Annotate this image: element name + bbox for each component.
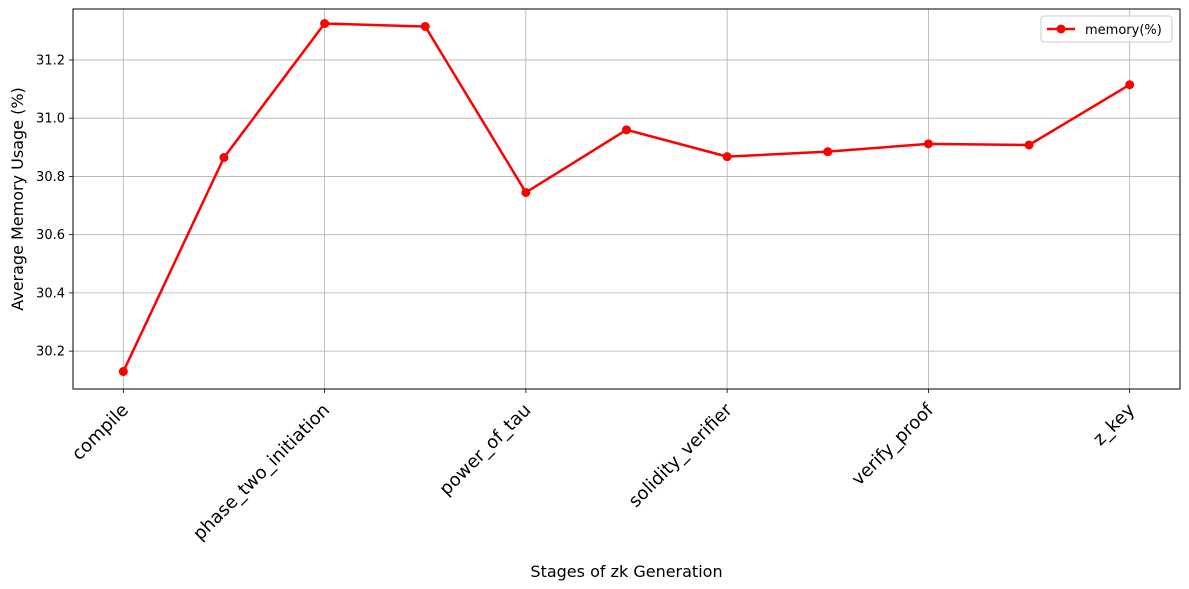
y-tick-label: 30.2 [36, 345, 65, 360]
data-point [1024, 140, 1034, 150]
x-axis-title: Stages of zk Generation [530, 562, 722, 581]
grid [73, 9, 1180, 389]
data-point [320, 19, 330, 29]
legend-label: memory(%) [1085, 23, 1162, 38]
data-point [823, 147, 833, 157]
series-memory [118, 19, 1135, 377]
data-point [1125, 80, 1135, 90]
y-tick-label: 31.2 [36, 53, 65, 68]
data-point [521, 187, 531, 197]
data-point [923, 139, 933, 149]
legend-box [1040, 15, 1173, 43]
data-point [118, 367, 128, 377]
data-point [420, 21, 430, 31]
data-point [722, 152, 732, 162]
data-point [622, 125, 631, 135]
y-tick-label: 30.6 [36, 228, 65, 243]
legend: memory(%) [1040, 15, 1173, 43]
y-axis-title: Average Memory Usage (%) [8, 87, 27, 311]
legend-marker [1056, 24, 1066, 34]
plot-frame [72, 8, 1181, 390]
data-point [219, 153, 229, 163]
y-tick-label: 30.4 [36, 286, 65, 301]
y-tick-label: 31.0 [36, 112, 65, 127]
y-tick-label: 30.8 [36, 170, 65, 185]
